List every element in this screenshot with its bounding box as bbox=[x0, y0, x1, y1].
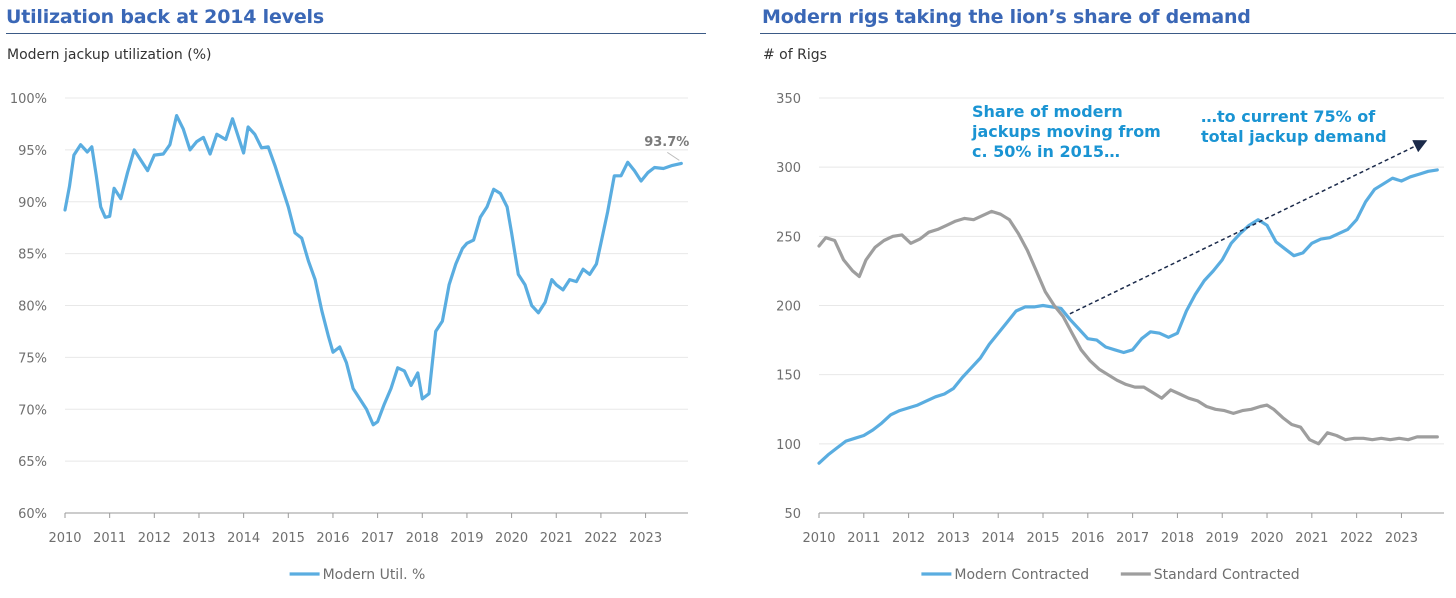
legend-label: Modern Contracted bbox=[954, 567, 1089, 583]
x-tick-label: 2010 bbox=[802, 531, 835, 546]
end-label-leader bbox=[667, 151, 680, 161]
trend-arrow bbox=[1069, 140, 1428, 315]
x-tick-label: 2018 bbox=[406, 531, 439, 546]
x-tick-label: 2017 bbox=[361, 531, 394, 546]
y-tick-label: 350 bbox=[776, 92, 801, 107]
x-tick-label: 2022 bbox=[584, 531, 617, 546]
x-tick-label: 2015 bbox=[272, 531, 305, 546]
end-value-label: 93.7% bbox=[644, 135, 689, 150]
legend-label: Modern Util. % bbox=[323, 567, 426, 583]
right-chart: 50 100 150 200 250 300 350 2010 2011 2012 2013 2014… bbox=[776, 92, 1444, 583]
x-tick-label: 2017 bbox=[1116, 531, 1149, 546]
x-tick-label: 2019 bbox=[450, 531, 483, 546]
x-tick-label: 2014 bbox=[227, 531, 260, 546]
x-tick-label: 2018 bbox=[1161, 531, 1194, 546]
series-line-standard-contracted bbox=[817, 209, 1439, 446]
y-tick-label: 200 bbox=[776, 300, 801, 315]
x-tick-label: 2023 bbox=[1385, 531, 1418, 546]
y-tick-label: 75% bbox=[18, 351, 47, 366]
annotation-share-text: c. 50% in 2015… bbox=[972, 142, 1120, 161]
left-chart: 60% 65% 70% 75% 80% 85% 90% 95% 100% 2010 2011 2012… bbox=[10, 92, 689, 583]
annotation-current-text: …to current 75% of bbox=[1201, 107, 1376, 126]
x-tick-label: 2023 bbox=[629, 531, 662, 546]
series-line-modern-contracted bbox=[817, 168, 1439, 465]
annotation-share-text: jackups moving from bbox=[971, 122, 1161, 141]
legend-label: Standard Contracted bbox=[1154, 567, 1300, 583]
y-tick-label: 65% bbox=[18, 455, 47, 470]
y-tick-label: 100% bbox=[10, 92, 47, 107]
y-tick-label: 100 bbox=[776, 438, 801, 453]
y-tick-label: 95% bbox=[18, 144, 47, 159]
left-y-axis-label: Modern jackup utilization (%) bbox=[7, 47, 212, 63]
x-tick-label: 2012 bbox=[892, 531, 925, 546]
x-tick-label: 2021 bbox=[1295, 531, 1328, 546]
x-tick-label: 2020 bbox=[495, 531, 528, 546]
y-tick-label: 60% bbox=[18, 507, 47, 522]
y-tick-label: 90% bbox=[18, 196, 47, 211]
y-tick-label: 50 bbox=[784, 507, 801, 522]
y-tick-label: 70% bbox=[18, 403, 47, 418]
y-tick-label: 300 bbox=[776, 161, 801, 176]
x-tick-label: 2010 bbox=[48, 531, 81, 546]
x-tick-label: 2015 bbox=[1026, 531, 1059, 546]
x-tick-label: 2013 bbox=[182, 531, 215, 546]
x-tick-label: 2016 bbox=[1071, 531, 1104, 546]
y-tick-label: 250 bbox=[776, 230, 801, 245]
x-tick-label: 2019 bbox=[1206, 531, 1239, 546]
x-tick-label: 2011 bbox=[93, 531, 126, 546]
x-tick-label: 2014 bbox=[982, 531, 1015, 546]
y-tick-label: 150 bbox=[776, 369, 801, 384]
annotation-share-text: Share of modern bbox=[972, 102, 1123, 121]
x-tick-label: 2020 bbox=[1250, 531, 1283, 546]
annotation-current-text: total jackup demand bbox=[1201, 127, 1387, 146]
x-tick-label: 2022 bbox=[1340, 531, 1373, 546]
x-tick-label: 2011 bbox=[847, 531, 880, 546]
left-title-rule bbox=[6, 33, 706, 34]
x-tick-label: 2012 bbox=[138, 531, 171, 546]
left-chart-title: Utilization back at 2014 levels bbox=[6, 6, 324, 28]
right-chart-title: Modern rigs taking the lion’s share of d… bbox=[762, 6, 1251, 28]
right-title-rule bbox=[760, 33, 1456, 34]
x-tick-label: 2021 bbox=[540, 531, 573, 546]
x-tick-label: 2016 bbox=[316, 531, 349, 546]
y-tick-label: 85% bbox=[18, 248, 47, 263]
right-y-axis-label: # of Rigs bbox=[763, 47, 827, 63]
y-tick-label: 80% bbox=[18, 300, 47, 315]
series-line-modern-util bbox=[63, 114, 683, 427]
x-tick-label: 2013 bbox=[937, 531, 970, 546]
